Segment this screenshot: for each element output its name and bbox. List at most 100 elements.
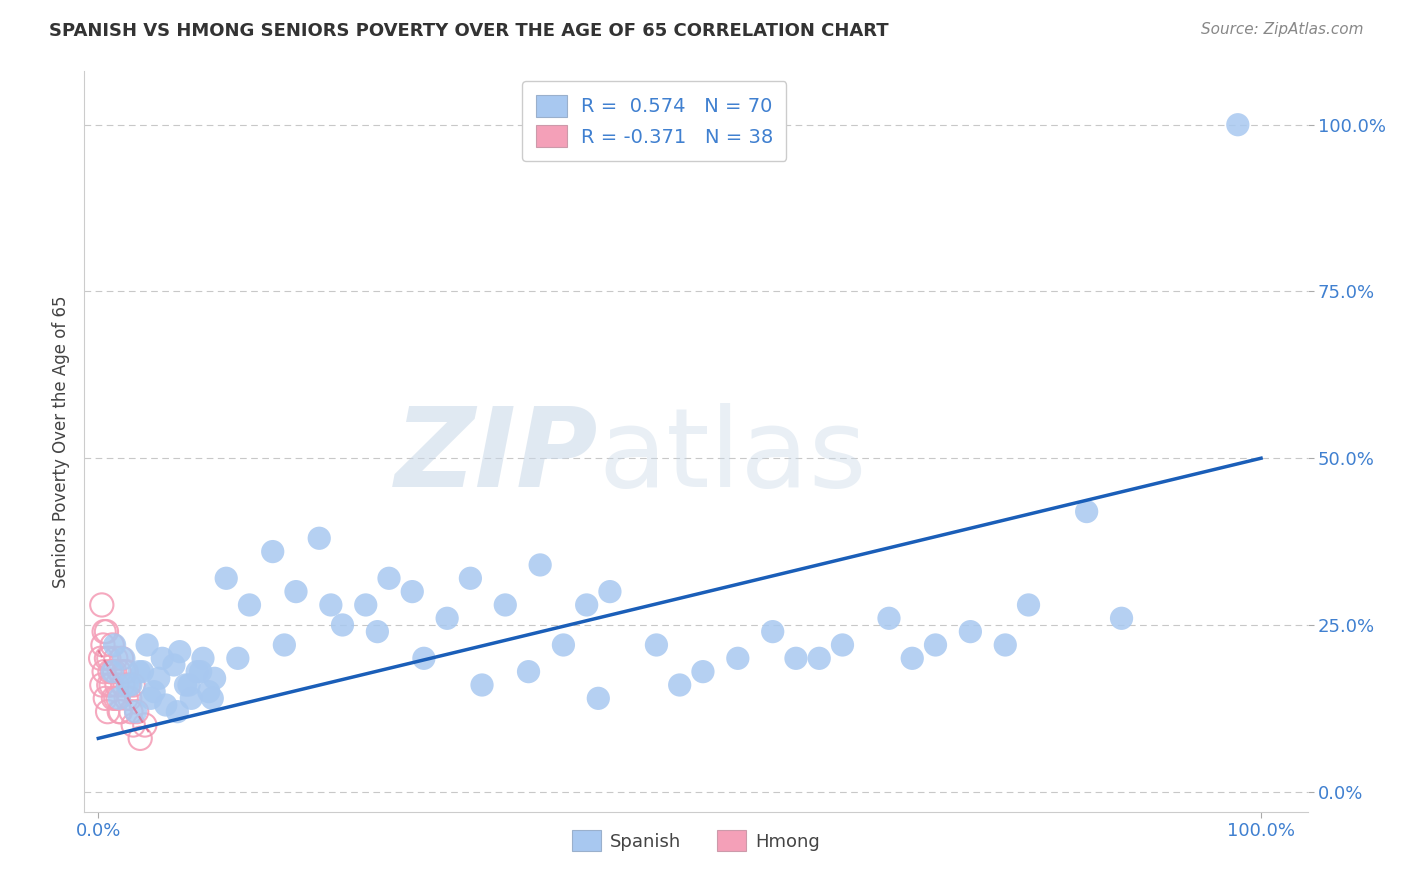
Point xyxy=(124,705,146,719)
Point xyxy=(108,665,131,679)
Point xyxy=(100,678,122,692)
Point xyxy=(1111,611,1133,625)
Point xyxy=(273,638,295,652)
Point xyxy=(366,624,388,639)
Point xyxy=(436,611,458,625)
Point xyxy=(226,651,249,665)
Point xyxy=(101,665,124,679)
Point xyxy=(118,691,141,706)
Point xyxy=(378,571,401,585)
Point xyxy=(174,678,197,692)
Point xyxy=(104,638,127,652)
Text: ZIP: ZIP xyxy=(395,403,598,510)
Point xyxy=(727,651,749,665)
Point xyxy=(94,691,117,706)
Point xyxy=(101,665,124,679)
Point xyxy=(412,651,434,665)
Point xyxy=(104,665,127,679)
Point xyxy=(110,651,132,665)
Point xyxy=(645,638,668,652)
Point xyxy=(131,665,153,679)
Point xyxy=(97,678,120,692)
Point xyxy=(163,657,186,672)
Point xyxy=(877,611,900,625)
Point xyxy=(111,678,134,692)
Point xyxy=(186,665,208,679)
Point xyxy=(762,624,785,639)
Point xyxy=(115,665,138,679)
Point xyxy=(197,684,219,698)
Point xyxy=(166,705,188,719)
Point xyxy=(354,598,377,612)
Point xyxy=(177,678,200,692)
Point xyxy=(115,691,138,706)
Point xyxy=(117,678,139,692)
Point xyxy=(108,705,131,719)
Point xyxy=(120,678,142,692)
Point xyxy=(785,651,807,665)
Point xyxy=(308,531,330,545)
Point xyxy=(155,698,177,712)
Point xyxy=(97,651,120,665)
Y-axis label: Seniors Poverty Over the Age of 65: Seniors Poverty Over the Age of 65 xyxy=(52,295,70,588)
Point xyxy=(143,684,166,698)
Point xyxy=(332,618,354,632)
Point xyxy=(139,691,162,706)
Point xyxy=(204,671,226,685)
Point xyxy=(150,651,173,665)
Point xyxy=(808,651,831,665)
Point xyxy=(128,665,150,679)
Point xyxy=(122,718,145,732)
Point xyxy=(180,691,202,706)
Point xyxy=(93,624,115,639)
Point xyxy=(575,598,598,612)
Point xyxy=(831,638,853,652)
Legend: Spanish, Hmong: Spanish, Hmong xyxy=(565,823,827,858)
Point xyxy=(103,691,125,706)
Point xyxy=(112,651,135,665)
Point xyxy=(924,638,946,652)
Point xyxy=(104,691,127,706)
Point xyxy=(401,584,423,599)
Text: SPANISH VS HMONG SENIORS POVERTY OVER THE AGE OF 65 CORRELATION CHART: SPANISH VS HMONG SENIORS POVERTY OVER TH… xyxy=(49,22,889,40)
Point xyxy=(93,665,115,679)
Point xyxy=(134,718,156,732)
Point xyxy=(91,638,114,652)
Point xyxy=(108,691,131,706)
Point xyxy=(201,691,224,706)
Point xyxy=(112,665,135,679)
Point xyxy=(129,731,152,746)
Point xyxy=(471,678,494,692)
Point xyxy=(692,665,714,679)
Text: Source: ZipAtlas.com: Source: ZipAtlas.com xyxy=(1201,22,1364,37)
Point xyxy=(285,584,308,599)
Point xyxy=(98,665,121,679)
Point xyxy=(994,638,1017,652)
Point xyxy=(169,645,191,659)
Point xyxy=(668,678,690,692)
Point xyxy=(105,678,128,692)
Point xyxy=(494,598,516,612)
Text: atlas: atlas xyxy=(598,403,866,510)
Point xyxy=(319,598,342,612)
Point xyxy=(215,571,238,585)
Point xyxy=(96,651,118,665)
Point xyxy=(553,638,575,652)
Point xyxy=(97,705,120,719)
Point xyxy=(460,571,482,585)
Point xyxy=(901,651,924,665)
Point xyxy=(529,558,551,572)
Point xyxy=(96,624,118,639)
Point xyxy=(262,544,284,558)
Point xyxy=(110,705,132,719)
Point xyxy=(1226,118,1249,132)
Point xyxy=(238,598,260,612)
Point xyxy=(122,678,145,692)
Point xyxy=(959,624,981,639)
Point xyxy=(148,671,170,685)
Point xyxy=(136,638,159,652)
Point xyxy=(599,584,621,599)
Point xyxy=(1018,598,1040,612)
Point xyxy=(104,651,127,665)
Point xyxy=(1076,505,1098,519)
